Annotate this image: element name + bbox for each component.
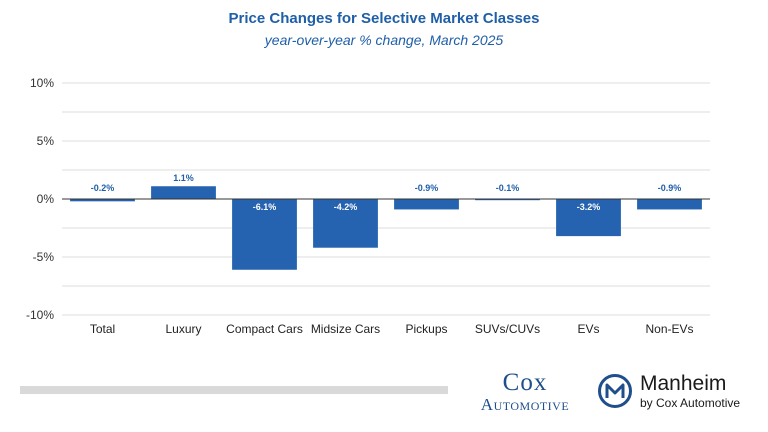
footer-divider-bar xyxy=(20,386,448,394)
y-tick-label: -5% xyxy=(33,250,55,264)
x-tick-label: SUVs/CUVs xyxy=(475,322,540,336)
cox-automotive-logo: Cox Automotive xyxy=(466,370,584,413)
data-label: -0.9% xyxy=(658,183,682,193)
data-label: -4.2% xyxy=(334,202,358,212)
data-label: -3.2% xyxy=(577,202,601,212)
manheim-name: Manheim xyxy=(640,372,727,395)
bar-compact-cars xyxy=(232,199,297,270)
data-label: 1.1% xyxy=(173,173,194,183)
chart-title: Price Changes for Selective Market Class… xyxy=(228,10,540,27)
chart-subtitle: year-over-year % change, March 2025 xyxy=(264,32,504,48)
y-tick-label: 0% xyxy=(37,192,55,206)
cox-logo-line1: Cox xyxy=(502,369,548,396)
x-tick-label: Compact Cars xyxy=(226,322,303,336)
cox-logo-line2: Automotive xyxy=(480,395,570,414)
x-tick-label: Non-EVs xyxy=(645,322,693,336)
x-tick-label: EVs xyxy=(577,322,599,336)
bar-non-evs xyxy=(637,199,702,210)
y-tick-label: 5% xyxy=(37,134,55,148)
bar-luxury xyxy=(151,186,216,199)
manheim-logo: Manheim by Cox Automotive xyxy=(598,373,740,409)
bar-pickups xyxy=(394,199,459,210)
bar-midsize-cars xyxy=(313,199,378,248)
bar-suvs-cuvs xyxy=(475,199,540,201)
manheim-m-icon xyxy=(598,374,632,408)
data-label: -6.1% xyxy=(253,202,277,212)
x-tick-label: Luxury xyxy=(165,322,201,336)
bar-total xyxy=(70,199,135,202)
y-tick-label: -10% xyxy=(26,308,54,322)
bar-evs xyxy=(556,199,621,237)
data-label: -0.9% xyxy=(415,183,439,193)
manheim-tagline: by Cox Automotive xyxy=(640,396,741,410)
data-label: -0.1% xyxy=(496,183,520,193)
data-label: -0.2% xyxy=(91,183,115,193)
x-tick-label: Total xyxy=(90,322,115,336)
x-tick-label: Pickups xyxy=(405,322,447,336)
x-tick-label: Midsize Cars xyxy=(311,322,380,336)
y-tick-label: 10% xyxy=(30,76,54,90)
